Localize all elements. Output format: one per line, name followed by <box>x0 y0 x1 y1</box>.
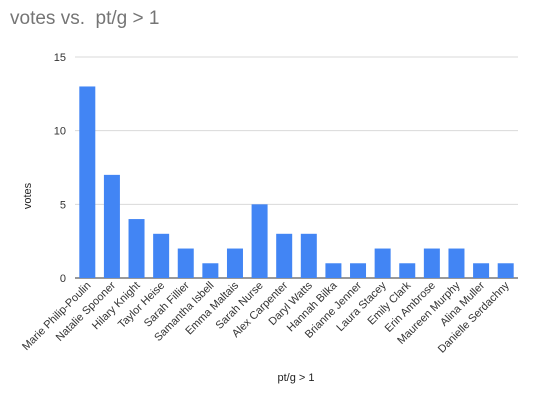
bar <box>251 204 268 278</box>
bar <box>399 263 416 278</box>
chart-title: votes vs. pt/g > 1 <box>10 8 160 29</box>
x-axis-title: pt/g > 1 <box>277 372 314 384</box>
bar <box>423 248 440 278</box>
bar <box>128 219 145 278</box>
y-tick-label: 15 <box>54 52 66 64</box>
bar <box>325 263 342 278</box>
bar <box>177 248 194 278</box>
y-axis-title: votes <box>22 182 34 209</box>
bar <box>300 233 317 278</box>
bar <box>79 86 96 278</box>
bar <box>350 263 367 278</box>
bar <box>374 248 391 278</box>
bars <box>79 86 514 278</box>
bar <box>473 263 490 278</box>
y-tick-label: 10 <box>54 126 66 138</box>
bar <box>448 248 465 278</box>
bar <box>202 263 219 278</box>
gridlines <box>75 56 518 279</box>
bar <box>103 174 120 278</box>
y-tick-label: 0 <box>60 273 66 285</box>
bar <box>497 263 514 278</box>
bar <box>226 248 243 278</box>
y-tick-label: 5 <box>60 199 66 211</box>
bar <box>153 233 170 278</box>
bar <box>276 233 293 278</box>
y-tick-labels: 0 5 10 15 <box>54 52 66 285</box>
